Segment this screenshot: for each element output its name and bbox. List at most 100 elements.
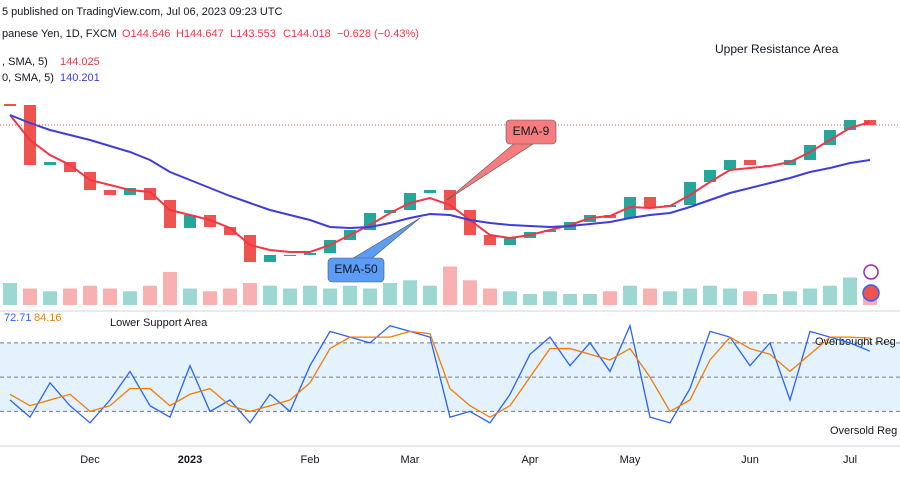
legend-ema50: 0, SMA, 5) [2,72,54,84]
volume-bar [43,291,57,305]
ema-line [9,114,871,230]
x-tick-label: Dec [80,454,100,466]
volume-bar [743,291,757,305]
candle [44,162,56,165]
volume-bar [403,280,417,305]
legend-ema9: , SMA, 5) [2,56,48,68]
volume-bar [623,285,637,305]
volume-bar [103,288,117,305]
volume-bar [843,277,857,305]
candle [284,255,296,256]
volume-bar [663,291,677,305]
candle [244,235,256,262]
callout-label: EMA-50 [334,262,378,276]
icon [863,264,879,280]
candle [404,193,416,210]
stoch-k-value: 72.71 [4,312,32,324]
annotation: Upper Resistance Area [715,42,839,56]
volume-bar [183,288,197,305]
volume-bar [443,266,457,305]
volume-bar [643,288,657,305]
volume-bar [543,291,557,305]
candle [184,215,196,228]
volume-bar [23,288,37,305]
volume-bar [203,291,217,305]
volume-bar [343,285,357,305]
foreground-layer: EMA-9 EMA-50 Dec 2023 Feb Mar Apr May Jun Jul [0,104,900,466]
callout-box [505,119,557,145]
callout-box [327,257,385,283]
ohlc-close: C144.018 [283,28,331,40]
legend-ema9-value: 144.025 [60,56,100,68]
volume-bar [303,285,317,305]
candle [384,210,396,213]
volume-bar [763,294,777,305]
candle [744,160,756,165]
callout-label: EMA-9 [513,124,550,138]
candle [484,235,496,245]
volume-bar [783,291,797,305]
volume-bar [363,288,377,305]
volume-bar [683,288,697,305]
x-tick-label: Mar [401,454,420,466]
volume-bar [223,288,237,305]
ohlc-open: O144.646 [122,28,170,40]
stoch-d-value: 84.16 [34,312,62,324]
volume-bar [63,288,77,305]
candle [104,190,116,195]
volume-bar [143,285,157,305]
volume-bar [83,285,97,305]
ohlc-low: L143.553 [230,28,276,40]
candle [144,188,156,200]
ema-line [9,114,871,253]
volume-bar [3,283,17,305]
volume-bar [123,291,137,305]
stoch-line [9,323,871,424]
candle [304,253,316,255]
ohlc-high: H144.647 [176,28,224,40]
volume-bar [563,294,577,305]
x-tick-label: Jun [741,454,759,466]
callout-pointer [446,141,538,201]
volume-bar [703,285,717,305]
background-layer [0,266,900,412]
candle [644,197,656,207]
icon [862,284,880,302]
candle [64,162,76,172]
candle [164,200,176,228]
volume-bar [423,285,437,305]
candle [724,160,736,170]
volume-bar [603,291,617,305]
x-tick-label: May [620,454,641,466]
volume-bar [523,294,537,305]
candle [464,210,476,235]
source-text: 5 published on TradingView.com, Jul 06, … [2,6,283,18]
volume-bar [483,288,497,305]
candle [224,227,236,235]
volume-bar [823,285,837,305]
candle [124,188,136,195]
volume-bar [503,291,517,305]
volume-bar [263,285,277,305]
candle [264,255,276,262]
legend-ema50-value: 140.201 [60,72,100,84]
volume-bar [463,280,477,305]
x-tick-label: Feb [301,454,320,466]
candle [684,182,696,205]
annotation: Lower Support Area [110,317,208,329]
x-tick-label: Jul [843,454,857,466]
volume-bar [803,288,817,305]
candle [424,190,436,193]
candle [504,238,516,245]
x-tick-label: 2023 [178,454,202,466]
volume-bar [163,272,177,305]
volume-bar [243,283,257,305]
ohlc-change: −0.628 (−0.43%) [337,28,419,40]
annotation: Oversold Reg [830,425,897,437]
volume-bar [323,288,337,305]
volume-bar [723,288,737,305]
volume-bar [383,283,397,305]
volume-bar [283,288,297,305]
